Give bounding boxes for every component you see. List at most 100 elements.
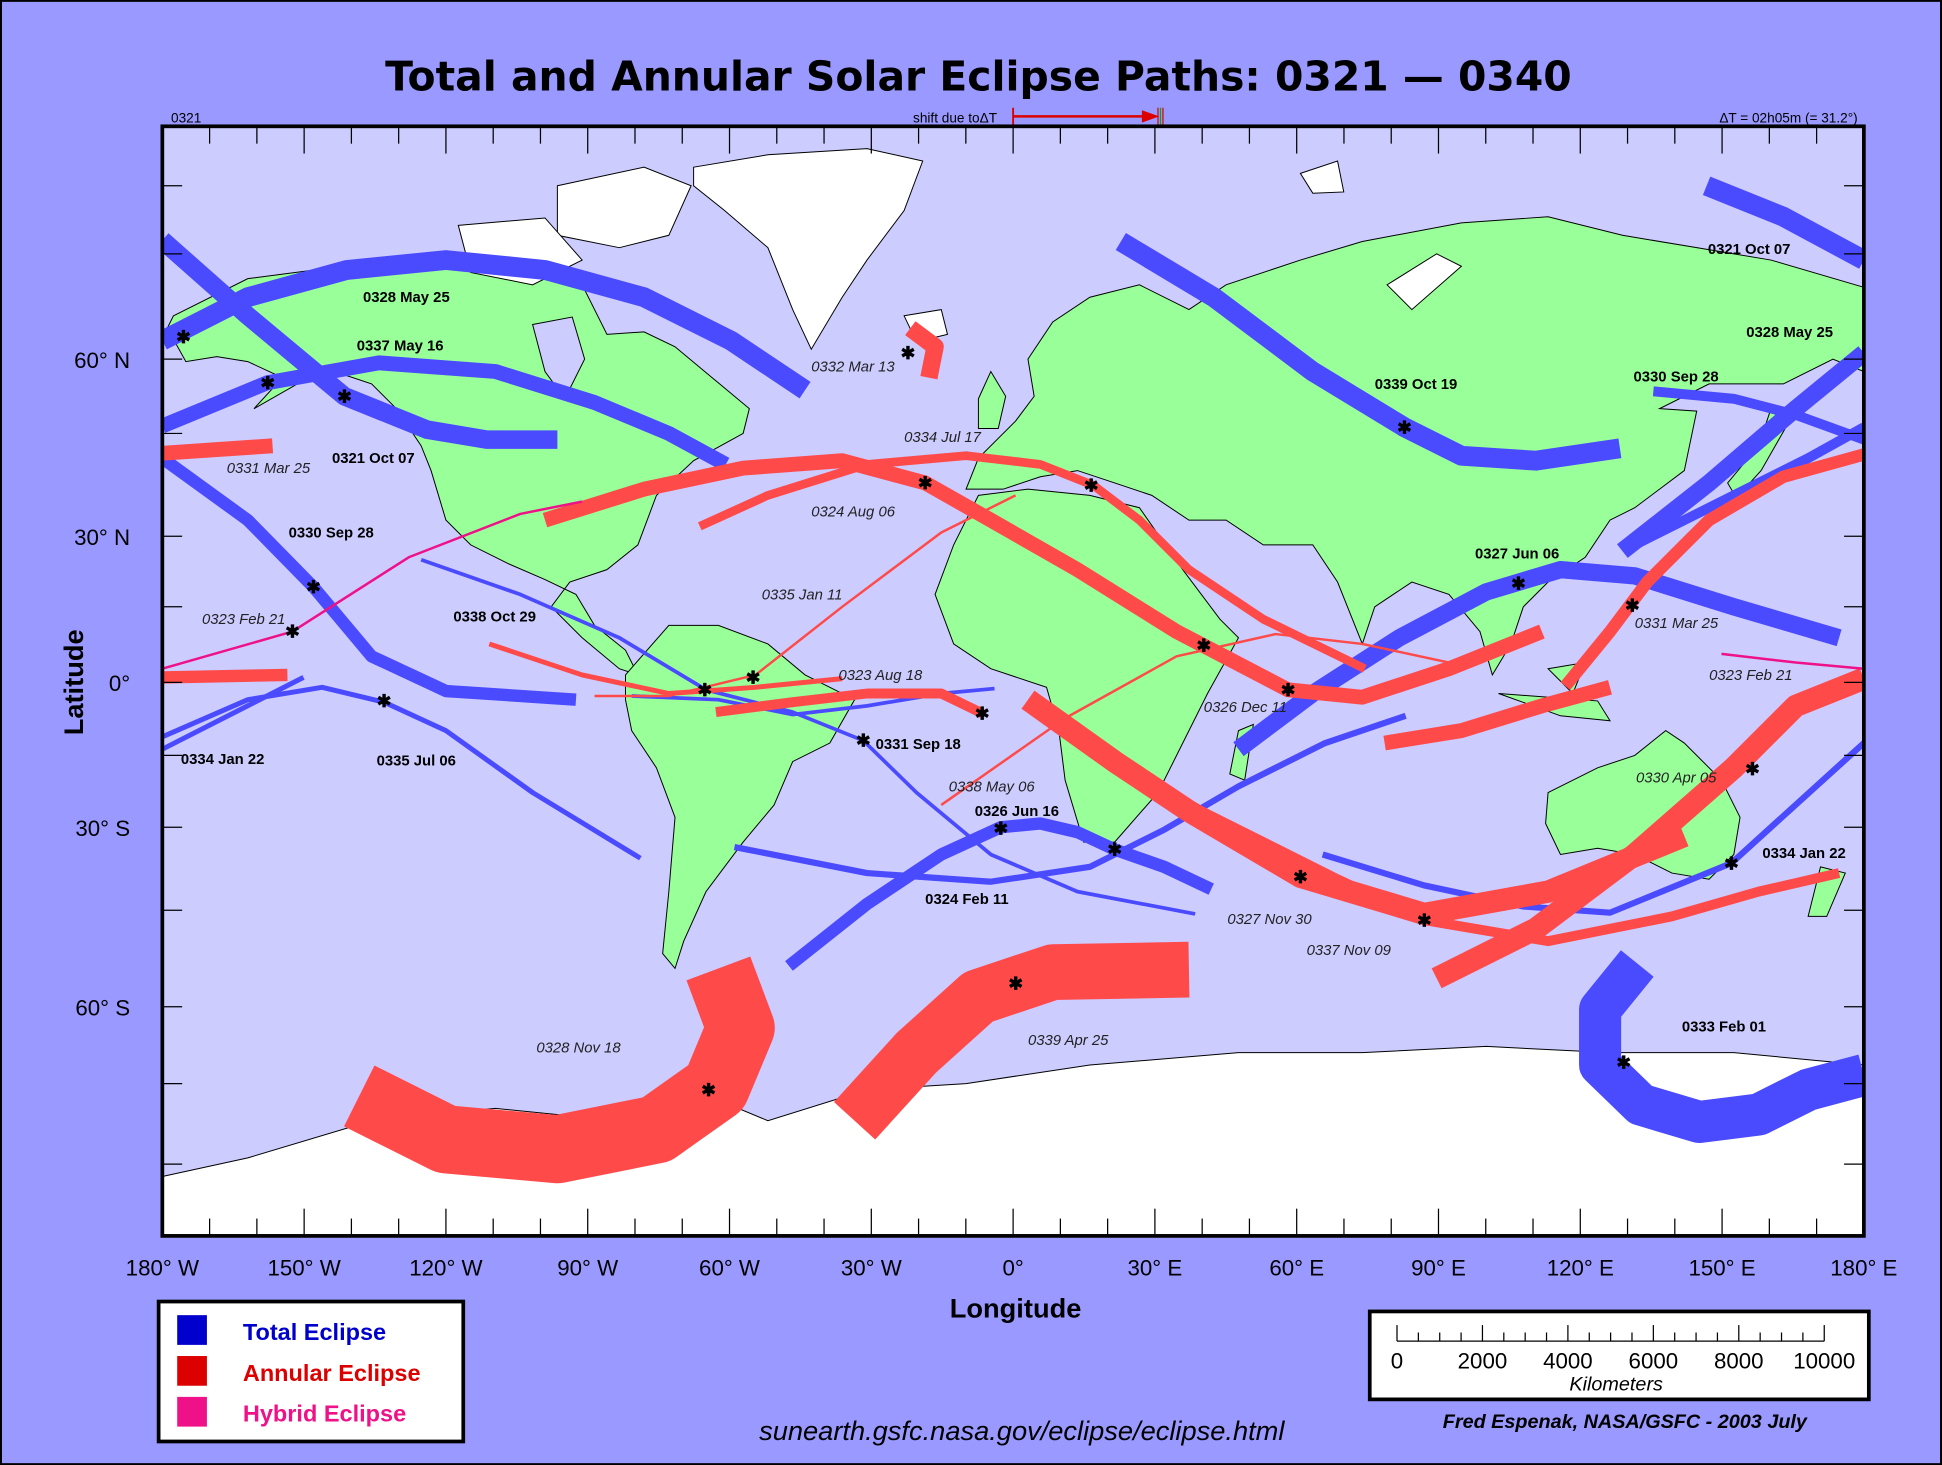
eclipse-path-label: 0323 Feb 21 [202, 612, 285, 628]
eclipse-path-label: 0324 Aug 06 [811, 504, 895, 520]
eclipse-path-label: 0321 Oct 07 [1708, 242, 1791, 258]
legend-label: Hybrid Eclipse [243, 1401, 406, 1427]
landmass [1386, 253, 1463, 311]
greatest-eclipse-marker-icon: ✱ [1084, 476, 1099, 496]
greatest-eclipse-marker-icon: ✱ [1616, 1053, 1631, 1073]
annular-eclipse-path [1383, 680, 1612, 751]
greatest-eclipse-marker-icon: ✱ [176, 327, 191, 347]
greatest-eclipse-marker-icon: ✱ [337, 386, 352, 406]
hybrid-eclipse-path [1721, 652, 1864, 670]
total-eclipse-path [1632, 422, 1864, 550]
latitude-tick-label: 0° [109, 671, 130, 696]
annular-eclipse-path [833, 941, 1190, 1140]
eclipse-path-label: 0334 Jul 17 [904, 430, 982, 446]
legend: Total Eclipse Annular Eclipse Hybrid Eclip… [156, 1299, 466, 1444]
eclipse-path-label: 0323 Feb 21 [1709, 668, 1792, 684]
x-axis-title: Longitude [950, 1293, 1082, 1324]
eclipse-path-labels: 0328 May 25 0337 May 16 0321 Oct 07 0330 Se… [181, 242, 1846, 1057]
eclipse-path-label: 0330 Sep 28 [1634, 369, 1719, 385]
annular-eclipse-path [1021, 690, 1689, 926]
total-eclipse-path [1233, 560, 1842, 757]
latitude-tick-label: 30° S [75, 816, 130, 841]
greatest-eclipse-marker-icon: ✱ [856, 731, 871, 751]
eclipse-path-label: 0324 Feb 11 [925, 892, 1008, 908]
annular-eclipse-path [905, 321, 944, 380]
legend-swatch [177, 1315, 207, 1345]
greatest-eclipse-marker-icon: ✱ [993, 819, 1008, 839]
greatest-eclipse-marker-icon: ✱ [1008, 973, 1023, 993]
landmass [1299, 160, 1345, 194]
legend-swatch [177, 1356, 207, 1386]
longitude-tick-label: 0° [1002, 1256, 1023, 1281]
eclipse-path-label: 0330 Sep 28 [289, 525, 374, 541]
eclipse-path-label: 0327 Jun 06 [1475, 547, 1559, 563]
longitude-tick-label: 60° W [699, 1256, 760, 1281]
greatest-eclipse-marker-icon: ✱ [697, 680, 712, 700]
legend-swatch [177, 1396, 207, 1427]
annular-eclipse-path [1560, 448, 1864, 690]
map-frame-ticks [161, 126, 1865, 1236]
longitude-tick-label: 120° W [409, 1256, 482, 1281]
landmass [934, 488, 1240, 843]
annular-eclipse-path [594, 494, 1017, 698]
eclipse-path-label: 0334 Jan 22 [1762, 846, 1845, 862]
longitude-tick-label: 180° W [126, 1256, 199, 1281]
total-eclipse-path [162, 250, 811, 399]
greatest-eclipse-marker-icon: ✱ [746, 668, 761, 688]
greatest-eclipse-marker-icon: ✱ [1417, 910, 1432, 930]
greatest-eclipse-marker-icon: ✱ [1625, 596, 1640, 616]
scale-tick-label: 8000 [1714, 1348, 1764, 1373]
source-url[interactable]: sunearth.gsfc.nasa.gov/eclipse/eclipse.h… [759, 1415, 1285, 1446]
delta-t-value: ΔT = 02h05m (= 31.2°) [1719, 111, 1857, 126]
total-eclipse-path [1652, 386, 1864, 445]
greatest-eclipse-marker-icon: ✱ [1107, 840, 1122, 860]
landmass [1545, 730, 1741, 880]
eclipse-path-label: 0332 Mar 13 [811, 360, 895, 376]
greatest-eclipse-marker-icon: ✱ [1745, 759, 1760, 779]
eclipse-path-label: 0338 Oct 29 [453, 610, 536, 626]
greatest-eclipse-marker-icon: ✱ [901, 343, 916, 363]
eclipse-path-label: 0328 May 25 [1746, 325, 1833, 341]
longitude-tick-label: 60° E [1269, 1256, 1324, 1281]
total-eclipse-path [162, 453, 577, 706]
annular-eclipse-path [542, 453, 1545, 705]
total-eclipse-path [162, 684, 642, 861]
total-eclipse-path [1617, 346, 1864, 558]
scale-tick-label: 4000 [1543, 1348, 1593, 1373]
eclipse-path-label: 0328 Nov 18 [536, 1041, 621, 1057]
annular-eclipse-path [698, 451, 1367, 673]
longitude-tick-label: 150° E [1689, 1256, 1756, 1281]
eclipse-path-label: 0323 Aug 18 [838, 668, 922, 684]
total-eclipse-path [420, 557, 1196, 916]
eclipse-path-label: 0337 Nov 09 [1307, 943, 1391, 959]
annular-eclipse-path [488, 641, 843, 696]
delta-t-shift-arrow [1012, 107, 1164, 127]
annular-eclipse-path [1124, 769, 1841, 947]
total-eclipse-path [162, 675, 305, 752]
greatest-eclipse-marker-icon: ✱ [285, 622, 300, 642]
eclipse-path-label: 0331 Sep 18 [876, 737, 961, 753]
eclipse-path-label: 0327 Nov 30 [1227, 912, 1312, 928]
latitude-tick-labels: 60° N 30° N 0° 30° S 60° S [74, 348, 130, 1021]
greatest-eclipse-marker-icon: ✱ [1281, 680, 1296, 700]
eclipse-path-label: 0330 Apr 05 [1636, 771, 1717, 787]
greatest-eclipse-marker-icon: ✱ [306, 577, 321, 597]
longitude-tick-label: 30° W [841, 1256, 902, 1281]
total-eclipse-path [785, 817, 1214, 971]
longitude-tick-label: 90° E [1411, 1256, 1466, 1281]
annular-eclipse-path [344, 956, 775, 1184]
latitude-tick-label: 60° N [74, 348, 130, 373]
latitude-tick-label: 60° S [75, 995, 130, 1020]
eclipse-path-label: 0337 May 16 [357, 338, 444, 354]
greatest-eclipse-marker-icon: ✱ [1397, 417, 1412, 437]
eclipse-path-label: 0331 Mar 25 [1635, 616, 1719, 632]
eclipse-path-label: 0338 May 06 [949, 779, 1036, 795]
annular-eclipse-path [162, 438, 274, 461]
total-eclipse-path [1115, 232, 1622, 471]
hybrid-eclipse-path [162, 500, 583, 670]
landmass [977, 370, 1007, 429]
y-axis-title: Latitude [58, 629, 89, 735]
eclipse-path-label: 0333 Feb 01 [1682, 1020, 1766, 1036]
greatest-eclipse-marker-icon: ✱ [1511, 573, 1526, 593]
